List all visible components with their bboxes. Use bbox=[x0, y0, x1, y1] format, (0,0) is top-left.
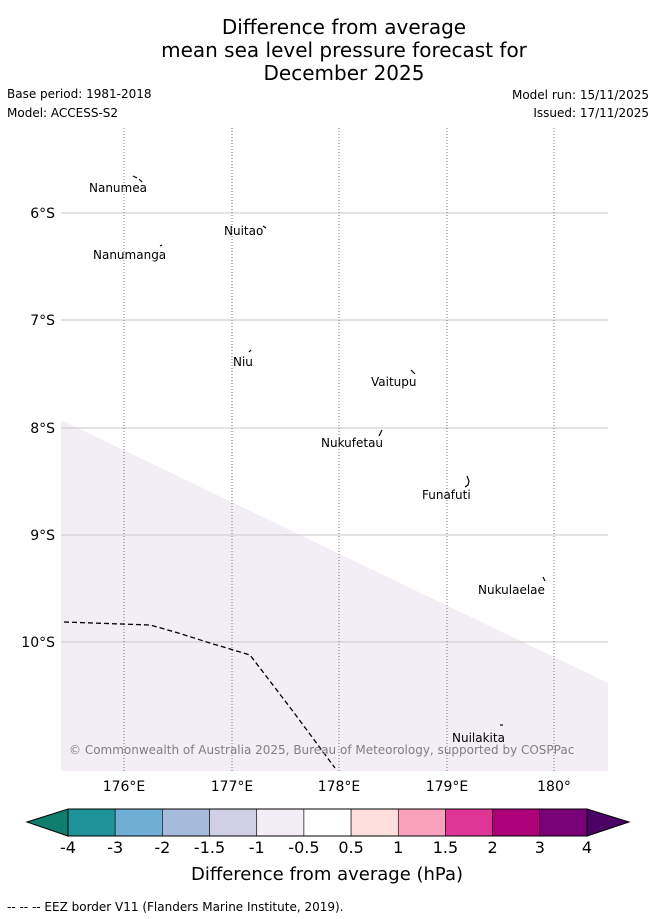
lat-label-6s: 6°S bbox=[30, 206, 55, 222]
forecast-map: 6°S 7°S 8°S 9°S 10°S 176°E 177°E 178°E 1… bbox=[21, 128, 608, 795]
base-period: Base period: 1981-2018 bbox=[7, 87, 152, 101]
colorbar-bin bbox=[209, 808, 258, 837]
colorbar-tick-label: 3 bbox=[535, 838, 545, 857]
colorbar-tick-label: 0.5 bbox=[338, 838, 363, 857]
island-nanumea bbox=[132, 175, 143, 183]
island-nukufetau bbox=[378, 429, 383, 437]
colorbar-title: Difference from average (hPa) bbox=[191, 864, 463, 885]
lat-label-10s: 10°S bbox=[21, 635, 55, 651]
title-line-2: mean sea level pressure forecast for bbox=[161, 38, 527, 62]
colorbar-tick-label: 2 bbox=[488, 838, 498, 857]
colorbar-bin bbox=[350, 808, 399, 837]
colorbar-high-extend bbox=[586, 808, 631, 837]
place-label-nukufetau: Nukufetau bbox=[321, 436, 383, 450]
colorbar-bin bbox=[162, 808, 210, 837]
title-line-1: Difference from average bbox=[221, 15, 467, 39]
island-funafuti bbox=[464, 475, 470, 488]
place-label-nanumea: Nanumea bbox=[89, 181, 147, 195]
island-niu bbox=[248, 349, 252, 353]
eez-border-line bbox=[63, 621, 336, 769]
lat-label-7s: 7°S bbox=[30, 313, 55, 329]
title-line-3: December 2025 bbox=[263, 61, 425, 85]
colorbar-bin bbox=[114, 808, 163, 837]
place-label-niu: Niu bbox=[233, 355, 253, 369]
colorbar-tick-label: -0.5 bbox=[288, 838, 319, 857]
island-nanumanga bbox=[159, 244, 163, 247]
lat-gridlines bbox=[61, 212, 608, 643]
colorbar-bin bbox=[397, 808, 446, 837]
map-title: Difference from average mean sea level p… bbox=[0, 16, 655, 85]
colorbar-tick-label: -1.5 bbox=[194, 838, 225, 857]
anomaly-zone bbox=[61, 420, 608, 771]
colorbar-tick-label: -2 bbox=[154, 838, 170, 857]
colorbar-tick-label: -1 bbox=[249, 838, 265, 857]
colorbar-tick-label: 1.5 bbox=[433, 838, 458, 857]
colorbar-low-extend bbox=[25, 808, 69, 837]
lon-label-177e: 177°E bbox=[211, 779, 254, 795]
copyright-credit: © Commonwealth of Australia 2025, Bureau… bbox=[69, 743, 574, 757]
colorbar-bin bbox=[492, 808, 541, 837]
eez-legend-note: -- -- -- EEZ border V11 (Flanders Marine… bbox=[7, 900, 344, 914]
lon-gridlines bbox=[123, 128, 555, 771]
islands bbox=[132, 175, 546, 726]
colorbar-bin bbox=[539, 808, 588, 837]
lon-label-176e: 176°E bbox=[103, 779, 146, 795]
colorbar-bin bbox=[256, 808, 305, 837]
colorbar-tick-label: -3 bbox=[107, 838, 123, 857]
place-label-nanumanga: Nanumanga bbox=[93, 248, 166, 262]
island-nuitao bbox=[262, 225, 267, 229]
colorbar-tick-label: 1 bbox=[393, 838, 403, 857]
lon-label-179e: 179°E bbox=[426, 779, 469, 795]
colorbar-tick-label: 4 bbox=[582, 838, 592, 857]
colorbar-bin bbox=[303, 808, 352, 837]
place-label-nukulaelae: Nukulaelae bbox=[478, 583, 545, 597]
colorbar-tick-labels: -4 -3 -2 -1.5 -1 -0.5 0.5 1 1.5 2 3 4 bbox=[60, 838, 592, 857]
place-label-funafuti: Funafuti bbox=[422, 488, 471, 502]
model-run-date: Model run: 15/11/2025 bbox=[511, 88, 649, 102]
lat-label-8s: 8°S bbox=[30, 421, 55, 437]
colorbar: -4 -3 -2 -1.5 -1 -0.5 0.5 1 1.5 2 3 4 Difference fr… bbox=[25, 808, 631, 885]
island-nukulaelae bbox=[542, 576, 546, 582]
lon-label-180: 180° bbox=[537, 779, 571, 795]
place-label-nuitao: Nuitao bbox=[224, 224, 263, 238]
model-name: Model: ACCESS-S2 bbox=[7, 106, 119, 120]
island-vaitupu bbox=[410, 369, 416, 375]
colorbar-tick-label: -4 bbox=[60, 838, 76, 857]
colorbar-bin bbox=[445, 808, 493, 837]
issued-date: Issued: 17/11/2025 bbox=[533, 106, 649, 120]
place-label-nuilakita: Nuilakita bbox=[452, 731, 505, 745]
colorbar-bin bbox=[67, 808, 116, 837]
place-label-vaitupu: Vaitupu bbox=[371, 375, 417, 389]
lat-label-9s: 9°S bbox=[30, 528, 55, 544]
lon-label-178e: 178°E bbox=[318, 779, 361, 795]
colorbar-outline bbox=[67, 808, 588, 837]
colorbar-bins bbox=[67, 808, 588, 837]
